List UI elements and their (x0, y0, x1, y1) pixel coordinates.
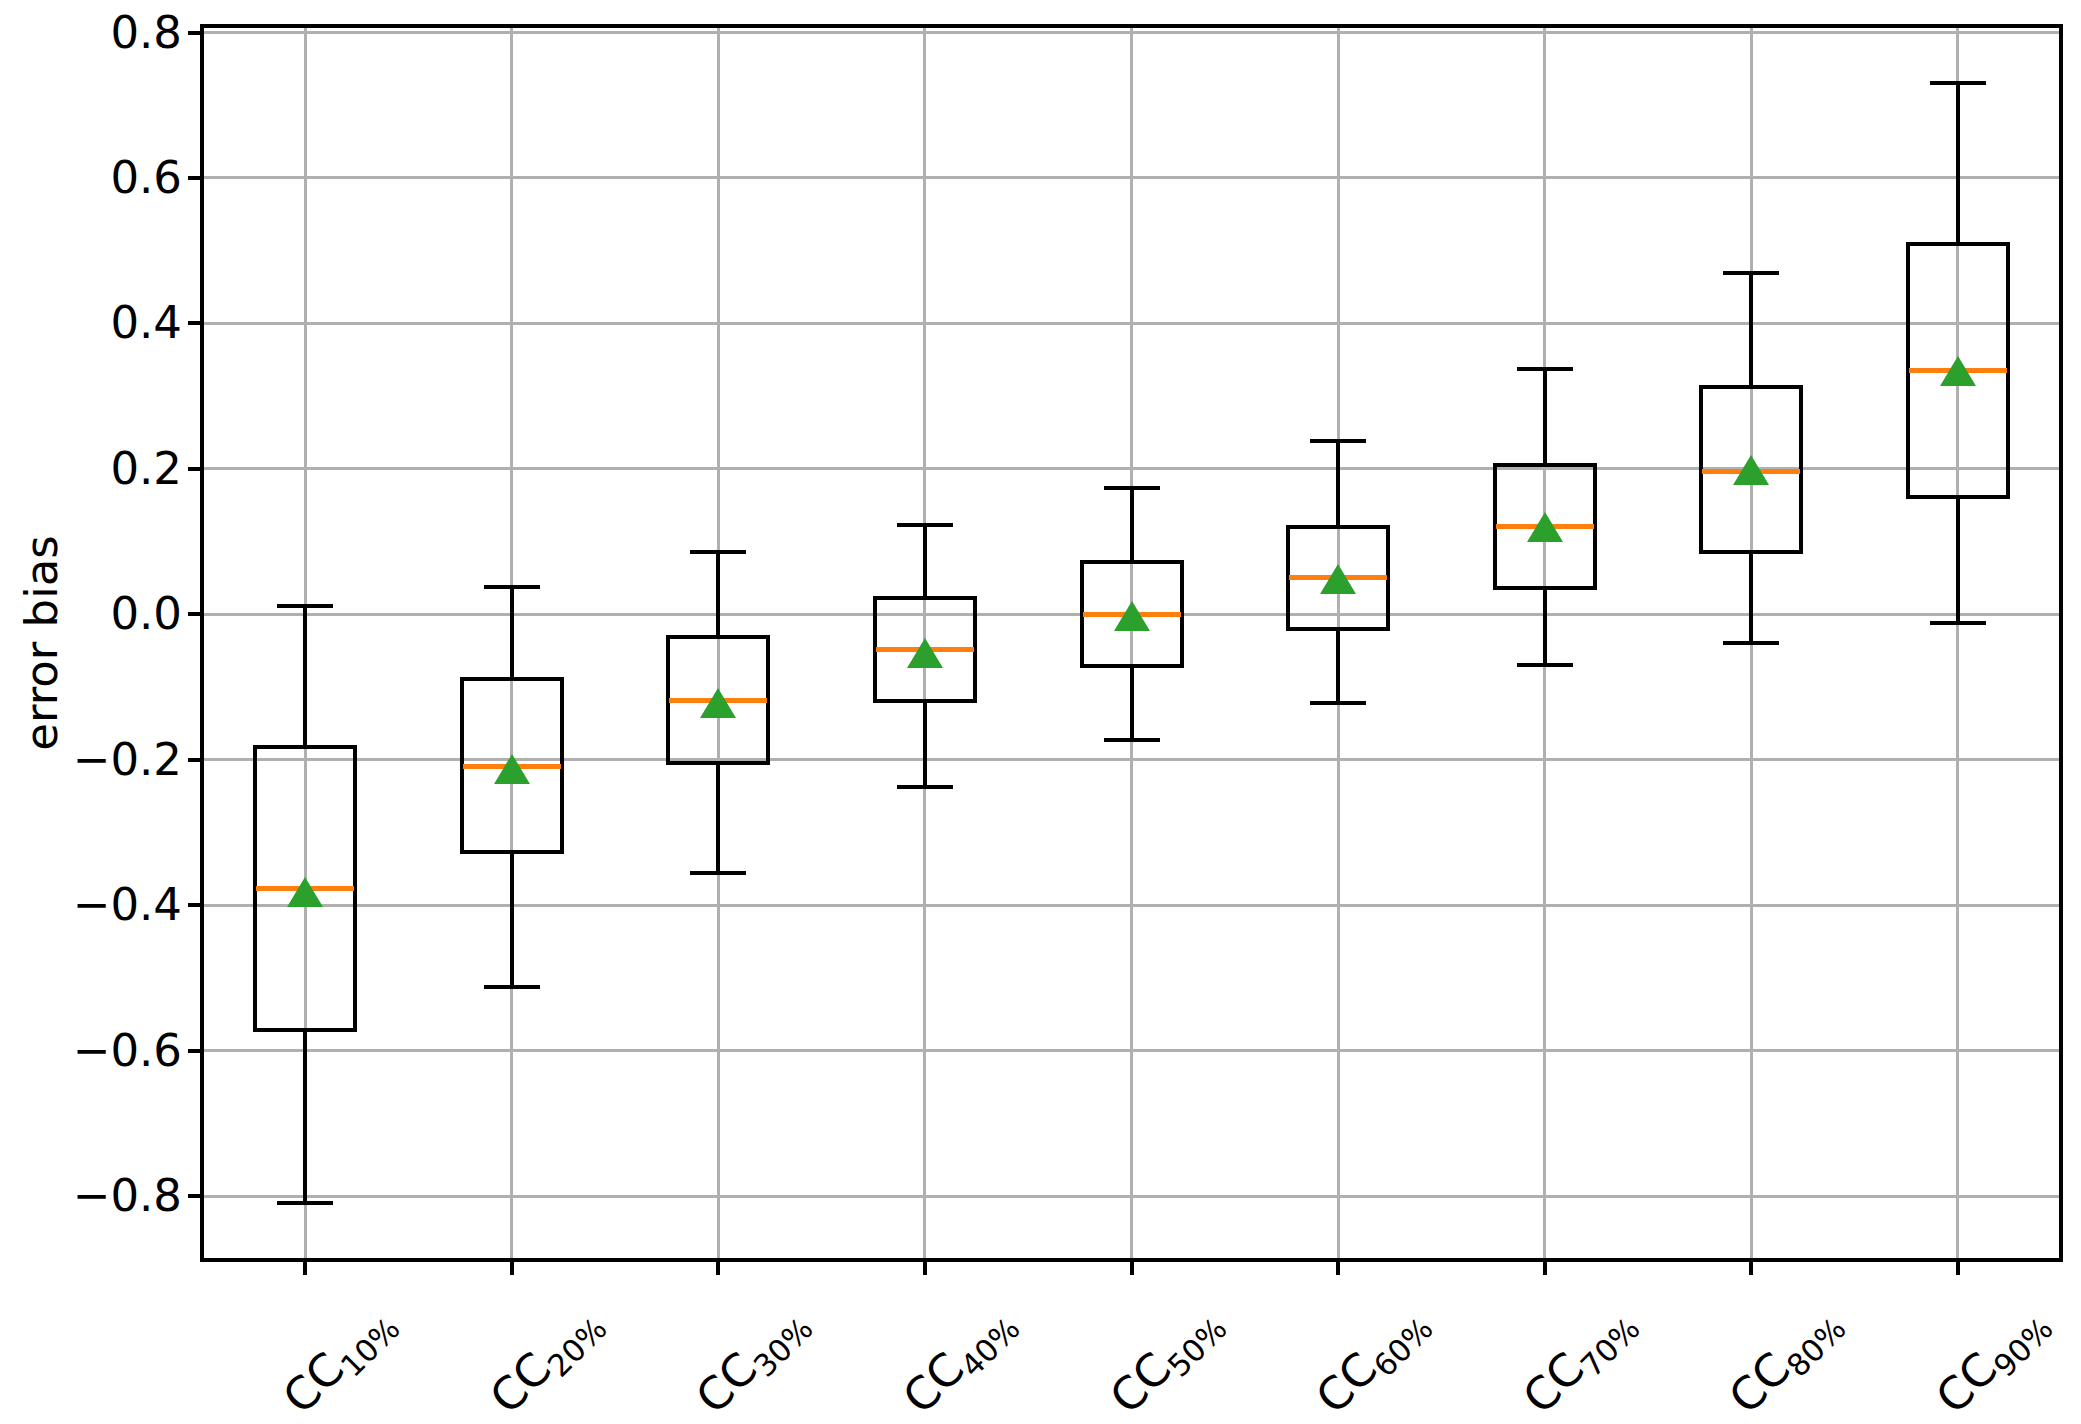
upper-whisker (716, 552, 720, 634)
x-tick-label: CC70% (1512, 1294, 1642, 1424)
y-tick (188, 612, 200, 616)
mean-marker (1114, 601, 1150, 631)
upper-whisker (1336, 441, 1340, 525)
lower-whisker-cap (690, 871, 746, 875)
mean-marker (494, 754, 530, 784)
x-tick (1749, 1262, 1753, 1275)
x-tick (1130, 1262, 1134, 1275)
lower-whisker (1543, 590, 1547, 666)
upper-whisker (923, 525, 927, 596)
y-tick-label: 0.0 (0, 591, 182, 637)
y-tick (188, 903, 200, 907)
lower-whisker-cap (484, 985, 540, 989)
mean-marker (700, 688, 736, 718)
lower-whisker-cap (1930, 621, 1986, 625)
y-tick-label: −0.6 (0, 1028, 182, 1074)
y-tick-label: 0.4 (0, 300, 182, 346)
upper-whisker (303, 606, 307, 745)
mean-marker (1733, 455, 1769, 485)
y-tick (188, 321, 200, 325)
y-tick-label: 0.8 (0, 10, 182, 56)
lower-whisker (716, 765, 720, 873)
y-axis-title: error bias (15, 535, 68, 750)
x-tick (716, 1262, 720, 1275)
x-tick-label: CC30% (686, 1294, 816, 1424)
y-tick (188, 758, 200, 762)
y-tick-label: 0.6 (0, 155, 182, 201)
upper-whisker (1130, 488, 1134, 560)
mean-marker (1527, 512, 1563, 542)
x-tick-label: CC10% (273, 1294, 403, 1424)
y-tick-label: −0.8 (0, 1173, 182, 1219)
mean-marker (907, 638, 943, 668)
x-tick-label: CC90% (1925, 1294, 2055, 1424)
x-tick (1956, 1262, 1960, 1275)
x-tick-label: CC50% (1099, 1294, 1229, 1424)
x-tick-label: CC40% (892, 1294, 1022, 1424)
x-tick (303, 1262, 307, 1275)
lower-whisker-cap (1517, 663, 1573, 667)
mean-marker (287, 877, 323, 907)
x-tick-label: CC20% (479, 1294, 609, 1424)
lower-whisker (1749, 554, 1753, 643)
upper-whisker-cap (1930, 81, 1986, 85)
mean-marker (1320, 564, 1356, 594)
lower-whisker (1956, 499, 1960, 623)
upper-whisker (1543, 369, 1547, 463)
y-tick (188, 176, 200, 180)
upper-whisker-cap (690, 550, 746, 554)
upper-whisker-cap (484, 585, 540, 589)
lower-whisker (1130, 668, 1134, 740)
upper-whisker-cap (1104, 486, 1160, 490)
lower-whisker (1336, 631, 1340, 703)
lower-whisker (923, 703, 927, 787)
upper-whisker (1749, 273, 1753, 386)
upper-whisker-cap (1723, 271, 1779, 275)
x-tick-label: CC60% (1306, 1294, 1436, 1424)
upper-whisker-cap (897, 523, 953, 527)
x-tick-label: CC80% (1719, 1294, 1849, 1424)
lower-whisker-cap (897, 785, 953, 789)
lower-whisker (510, 854, 514, 987)
y-tick-label: −0.2 (0, 737, 182, 783)
x-tick (923, 1262, 927, 1275)
x-tick (1336, 1262, 1340, 1275)
upper-whisker-cap (1517, 367, 1573, 371)
lower-whisker-cap (1104, 738, 1160, 742)
upper-whisker (510, 587, 514, 677)
y-tick (188, 1049, 200, 1053)
lower-whisker-cap (1723, 641, 1779, 645)
lower-whisker-cap (1310, 701, 1366, 705)
lower-whisker (303, 1032, 307, 1203)
lower-whisker-cap (277, 1201, 333, 1205)
y-tick (188, 467, 200, 471)
x-tick (510, 1262, 514, 1275)
y-tick-label: −0.4 (0, 882, 182, 928)
y-tick-label: 0.2 (0, 446, 182, 492)
upper-whisker-cap (277, 604, 333, 608)
boxplot-figure: error bias 0.8 0.6 0.4 0.2 0.0 −0.2 −0.4 −0.6 −0… (0, 0, 2081, 1424)
upper-whisker-cap (1310, 439, 1366, 443)
upper-whisker (1956, 83, 1960, 242)
x-tick (1543, 1262, 1547, 1275)
y-tick (188, 1194, 200, 1198)
y-tick (188, 31, 200, 35)
mean-marker (1940, 356, 1976, 386)
